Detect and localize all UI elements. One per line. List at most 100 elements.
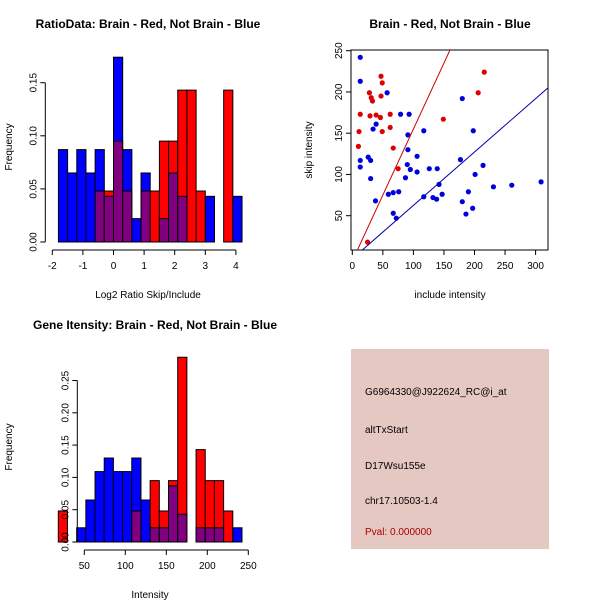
scatter-y-tick-label: 250 [334, 42, 345, 59]
scatter-point-not-brain [480, 162, 486, 168]
scatter-x-tick-label: 300 [527, 261, 544, 272]
scatter-point-not-brain [436, 181, 442, 187]
scatter-point-not-brain [434, 196, 440, 202]
scatter-point-not-brain [472, 171, 478, 178]
ratio-hist-bar [131, 218, 142, 243]
gene-hist-x-tick-label: 250 [240, 561, 257, 572]
scatter-point-not-brain [385, 191, 391, 197]
scatter-x-tick-label: 100 [405, 261, 422, 272]
scatter-point-not-brain [357, 54, 363, 60]
scatter-y-tick-label: 50 [334, 210, 345, 222]
scatter-x-tick-label: 150 [436, 261, 453, 272]
scatter-point-not-brain [404, 161, 410, 168]
ratio-hist-x-tick-label: -1 [78, 261, 87, 272]
scatter-point-not-brain [405, 132, 411, 138]
scatter-point-not-brain [538, 179, 544, 185]
ratio-hist-bar [204, 195, 215, 243]
scatter-point-brain [379, 80, 385, 86]
scatter-point-not-brain [459, 95, 465, 102]
gene-hist-xlabel: Intensity [131, 590, 168, 600]
gene-hist-bar [232, 527, 243, 543]
gene-hist-y-tick-label: 0.15 [60, 435, 71, 455]
ratio-hist-overlap-bar [94, 190, 105, 243]
scatter-point-brain [378, 73, 384, 79]
scatter-point-brain [366, 90, 373, 96]
scatter-point-not-brain [421, 128, 427, 134]
scatter-point-brain [475, 90, 481, 96]
scatter-point-brain [378, 93, 384, 99]
ratio-hist-overlap-bar [103, 195, 114, 243]
ratio-hist-bar [223, 89, 234, 243]
scatter-point-brain [373, 112, 379, 118]
gene-hist-bar [76, 527, 87, 543]
ratio-hist-y-tick-label: 0.15 [28, 73, 39, 93]
scatter-point-brain [357, 111, 363, 117]
scatter-point-not-brain [370, 126, 376, 132]
ratio-hist-bar [186, 89, 197, 243]
gene-hist-y-tick-label: 0.05 [60, 500, 71, 520]
ratio-hist-x-tick-label: 2 [172, 261, 178, 272]
ratio-hist-y-tick-label: 0.10 [28, 126, 39, 146]
scatter-point-not-brain [407, 166, 413, 173]
gene-hist-overlap-bar [131, 510, 142, 543]
scatter-point-not-brain [405, 147, 411, 153]
scatter-point-not-brain [439, 191, 445, 197]
gene-hist-overlap-bar [149, 527, 160, 543]
pval: Pval: 0.000000 [365, 527, 432, 538]
gene-hist-y-tick-label: 0.00 [60, 532, 71, 552]
ratio-hist-overlap-bar [177, 195, 188, 243]
scatter-point-not-brain [459, 199, 465, 205]
ratio-hist-bar [149, 190, 160, 243]
scatter-frame [350, 49, 549, 251]
scatter-point-brain [355, 143, 362, 149]
gene-info-panel: G6964330@J922624_RC@i_at altTxStart D17W… [351, 349, 549, 549]
gene-hist-bar [57, 510, 68, 543]
scatter-point-not-brain [465, 189, 471, 195]
genomic-location: chr17.10503-1.4 [365, 496, 438, 507]
scatter-title: Brain - Red, Not Brain - Blue [369, 17, 531, 31]
gene-hist-bar [103, 457, 114, 543]
scatter-point-not-brain [357, 78, 363, 84]
ratio-hist-overlap-bar [168, 172, 179, 243]
gene-hist-x-tick-label: 50 [79, 561, 91, 572]
scatter-point-not-brain [390, 190, 396, 196]
gene-hist-bar [112, 471, 124, 543]
scatter-point-brain [379, 128, 385, 135]
gene-hist-y-tick-label: 0.25 [60, 370, 71, 390]
not-brain-fit-line [361, 87, 548, 250]
scatter-point-not-brain [373, 121, 379, 127]
gene-hist-overlap-bar [158, 527, 170, 543]
ratio-hist-bar [57, 149, 69, 243]
scatter-point-brain [364, 239, 371, 245]
ratio-hist-bar [232, 195, 243, 243]
scatter-point-not-brain [372, 198, 379, 204]
ratio-hist-ylabel: Frequency [4, 123, 15, 170]
ratio-hist-x-tick-label: 3 [203, 261, 209, 272]
ratio-hist-overlap-bar [113, 140, 124, 243]
ratio-hist-x-tick-label: -2 [48, 261, 57, 272]
scatter-point-not-brain [470, 128, 476, 134]
scatter-point-not-brain [434, 166, 440, 172]
ratio-hist-bar [195, 190, 206, 243]
gene-hist-bar [140, 499, 151, 543]
ratio-hist-y-tick-label: 0.00 [28, 232, 39, 252]
ratio-hist-y-tick-label: 0.05 [28, 179, 39, 199]
gene-hist-bar [94, 471, 105, 543]
scatter-y-tick-label: 100 [334, 166, 345, 183]
scatter-point-brain [395, 166, 401, 172]
event-type: altTxStart [365, 425, 408, 436]
probe-id: G6964330@J922624_RC@i_at [365, 387, 507, 398]
ratio-hist-bar [85, 172, 96, 243]
scatter-point-not-brain [490, 184, 497, 190]
scatter-y-tick-label: 150 [334, 124, 345, 141]
ratio-hist-overlap-bar [140, 190, 151, 243]
scatter-point-brain [481, 69, 487, 75]
scatter-point-not-brain [414, 169, 420, 175]
gene-hist-overlap-bar [195, 527, 206, 543]
gene-hist-x-tick-label: 150 [158, 561, 175, 572]
scatter-point-not-brain [406, 111, 412, 117]
ratio-hist-title: RatioData: Brain - Red, Not Brain - Blue [36, 17, 261, 31]
scatter-y-tick-label: 200 [334, 83, 345, 100]
scatter-point-brain [440, 116, 446, 122]
